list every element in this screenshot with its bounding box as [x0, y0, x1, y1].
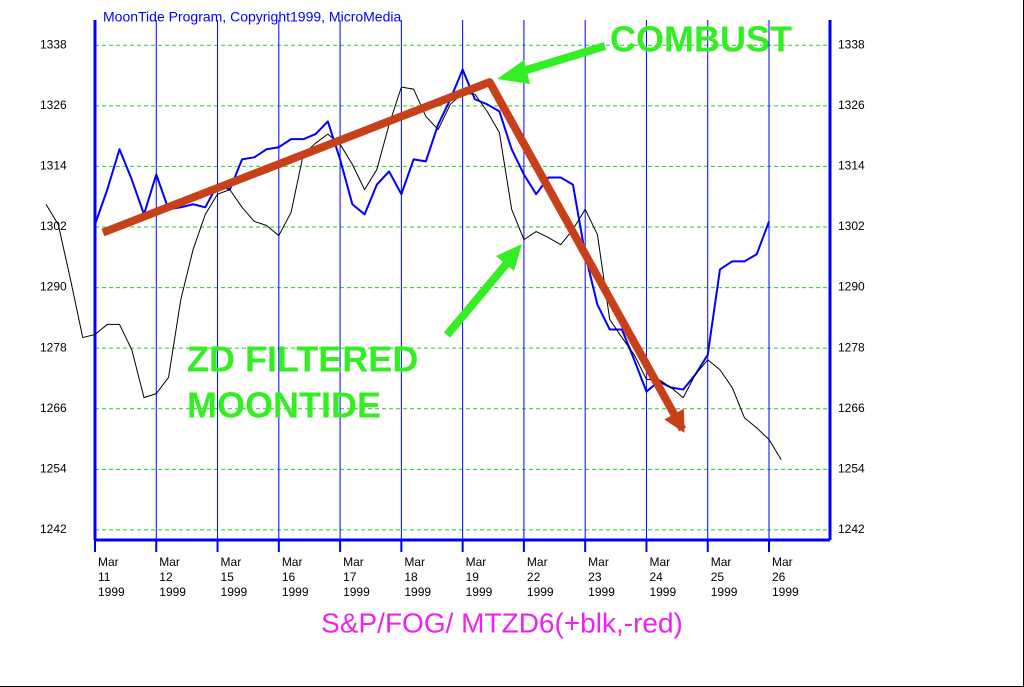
- y-tick-label: 1254: [40, 461, 67, 475]
- x-tick-label: 12: [159, 570, 173, 584]
- x-tick-label: Mar: [772, 555, 793, 569]
- y2-tick-label: 1254: [838, 461, 865, 475]
- x-tick-label: Mar: [527, 555, 548, 569]
- x-tick-label: 15: [221, 570, 235, 584]
- x-tick-label: Mar: [404, 555, 425, 569]
- y2-tick-label: 1338: [838, 37, 865, 51]
- x-tick-label: Mar: [98, 555, 119, 569]
- x-tick-label: Mar: [343, 555, 364, 569]
- y2-tick-label: 1290: [838, 280, 865, 294]
- y-tick-label: 1338: [40, 37, 67, 51]
- x-tick-label: 1999: [711, 585, 738, 599]
- x-tick-label: 22: [527, 570, 541, 584]
- chart-title: MoonTide Program, Copyright1999, MicroMe…: [103, 9, 401, 25]
- x-tick-label: 18: [404, 570, 418, 584]
- arrow: [443, 259, 512, 338]
- x-tick-label: 16: [282, 570, 296, 584]
- x-tick-label: 23: [588, 570, 602, 584]
- y2-tick-label: 1278: [838, 340, 865, 354]
- arrow-head: [664, 408, 685, 433]
- x-tick-label: 1999: [588, 585, 615, 599]
- y2-tick-label: 1314: [838, 159, 865, 173]
- y-tick-label: 1278: [40, 340, 67, 354]
- annotation: MOONTIDE: [187, 385, 381, 426]
- y-tick-label: 1266: [40, 401, 67, 415]
- arrow-head: [496, 244, 522, 271]
- y-tick-label: 1290: [40, 280, 67, 294]
- x-tick-label: 1999: [772, 585, 799, 599]
- x-tick-label: Mar: [221, 555, 242, 569]
- series-line: [101, 78, 687, 432]
- y2-tick-label: 1326: [838, 98, 865, 112]
- x-tick-label: 1999: [159, 585, 186, 599]
- x-tick-label: 1999: [343, 585, 370, 599]
- x-tick-label: Mar: [649, 555, 670, 569]
- x-tick-label: Mar: [588, 555, 609, 569]
- arrow: [518, 42, 607, 76]
- x-tick-label: 1999: [98, 585, 125, 599]
- chart-subtitle: S&P/FOG/ MTZD6(+blk,-red): [321, 607, 683, 638]
- x-tick-label: Mar: [466, 555, 487, 569]
- y-tick-label: 1314: [40, 159, 67, 173]
- x-tick-label: 1999: [404, 585, 431, 599]
- x-tick-label: Mar: [282, 555, 303, 569]
- annotation-arrows: [443, 42, 607, 338]
- y2-tick-label: 1242: [838, 522, 865, 536]
- arrow-head: [497, 60, 530, 84]
- y-tick-label: 1302: [40, 219, 67, 233]
- x-tick-label: 1999: [527, 585, 554, 599]
- annotation: ZD FILTERED: [187, 339, 418, 380]
- annotation: COMBUST: [610, 19, 792, 60]
- x-tick-label: 26: [772, 570, 786, 584]
- x-tick-label: 1999: [649, 585, 676, 599]
- y-tick-label: 1326: [40, 98, 67, 112]
- y2-tick-label: 1302: [838, 219, 865, 233]
- x-tick-label: 25: [711, 570, 725, 584]
- x-tick-label: 1999: [466, 585, 493, 599]
- y-tick-label: 1242: [40, 522, 67, 536]
- y2-tick-label: 1266: [838, 401, 865, 415]
- x-tick-label: 19: [466, 570, 480, 584]
- x-tick-label: 24: [649, 570, 663, 584]
- plot-area: 1242 1242 1254 1254 1266 1266 1278 1278 1290 1290…: [40, 20, 865, 599]
- x-tick-label: 1999: [221, 585, 248, 599]
- x-tick-label: 11: [98, 570, 111, 584]
- x-tick-label: Mar: [159, 555, 180, 569]
- x-tick-label: Mar: [711, 555, 732, 569]
- x-tick-label: 17: [343, 570, 357, 584]
- x-tick-label: 1999: [282, 585, 309, 599]
